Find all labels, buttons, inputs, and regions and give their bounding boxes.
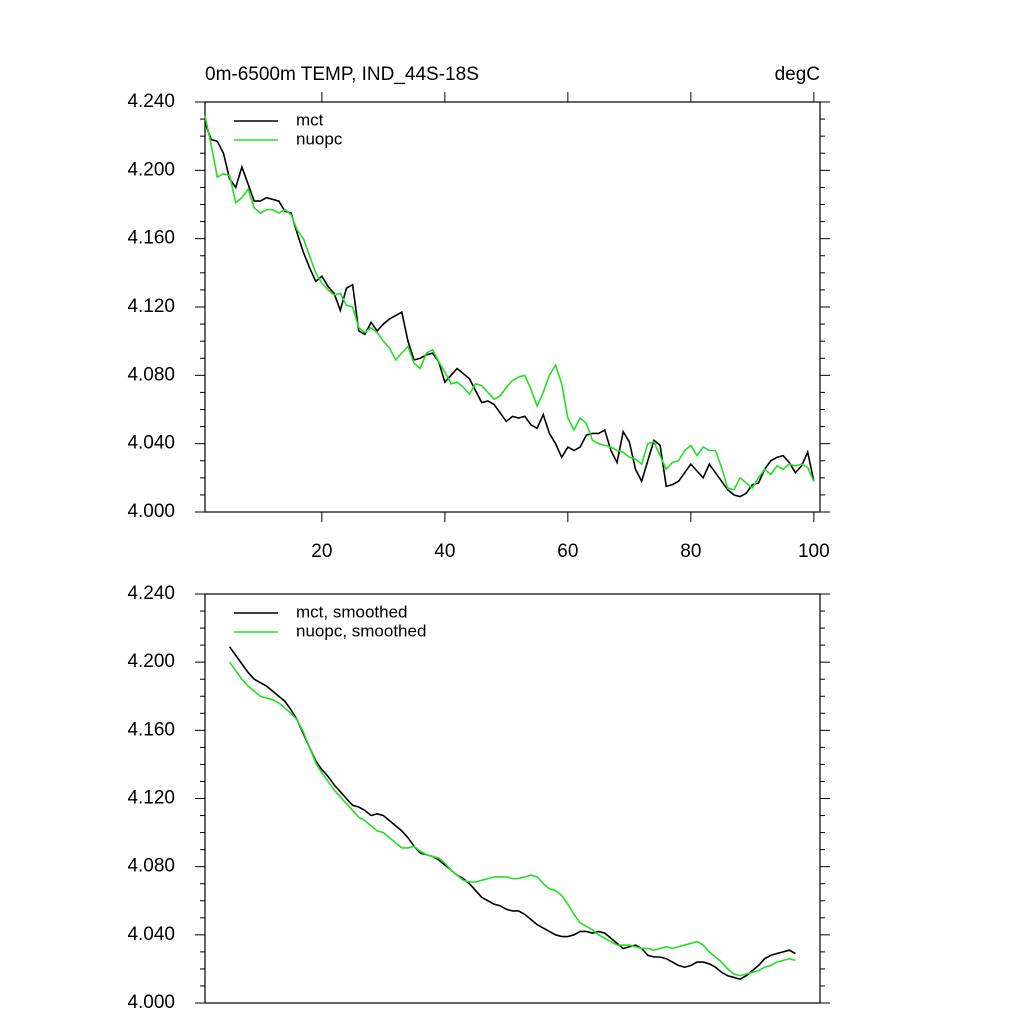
y-tick-label: 4.080 bbox=[127, 364, 175, 385]
data-line bbox=[228, 661, 796, 977]
y-tick-label: 4.160 bbox=[127, 228, 175, 249]
y-tick-label: 4.080 bbox=[127, 856, 175, 877]
y-tick-label: 4.240 bbox=[127, 91, 175, 112]
plot-frame bbox=[204, 101, 821, 513]
y-tick-label: 4.040 bbox=[127, 433, 175, 454]
legend-label: mct, smoothed bbox=[296, 602, 408, 621]
chart-title: 0m-6500m TEMP, IND_44S-18S bbox=[205, 64, 479, 85]
data-line bbox=[204, 115, 815, 491]
y-tick-label: 4.000 bbox=[127, 501, 175, 522]
y-tick-label: 4.240 bbox=[127, 583, 175, 604]
y-tick-label: 4.160 bbox=[127, 719, 175, 740]
y-tick-label: 4.000 bbox=[127, 992, 175, 1013]
y-tick-label: 4.040 bbox=[127, 924, 175, 945]
x-tick-label: 60 bbox=[557, 541, 578, 562]
legend-label: mct bbox=[296, 110, 324, 129]
y-tick-label: 4.200 bbox=[127, 651, 175, 672]
x-tick-label: 80 bbox=[680, 541, 701, 562]
data-line bbox=[204, 122, 815, 498]
y-tick-label: 4.200 bbox=[127, 159, 175, 180]
y-tick-label: 4.120 bbox=[127, 296, 175, 317]
x-tick-label: 100 bbox=[798, 541, 830, 562]
legend-label: nuopc bbox=[296, 129, 343, 148]
units-label: degC bbox=[775, 64, 820, 85]
legend-label: nuopc, smoothed bbox=[296, 621, 426, 640]
x-tick-label: 40 bbox=[434, 541, 455, 562]
data-line bbox=[228, 646, 796, 980]
y-tick-label: 4.120 bbox=[127, 788, 175, 809]
plot-frame bbox=[204, 593, 821, 1004]
x-tick-label: 20 bbox=[311, 541, 332, 562]
